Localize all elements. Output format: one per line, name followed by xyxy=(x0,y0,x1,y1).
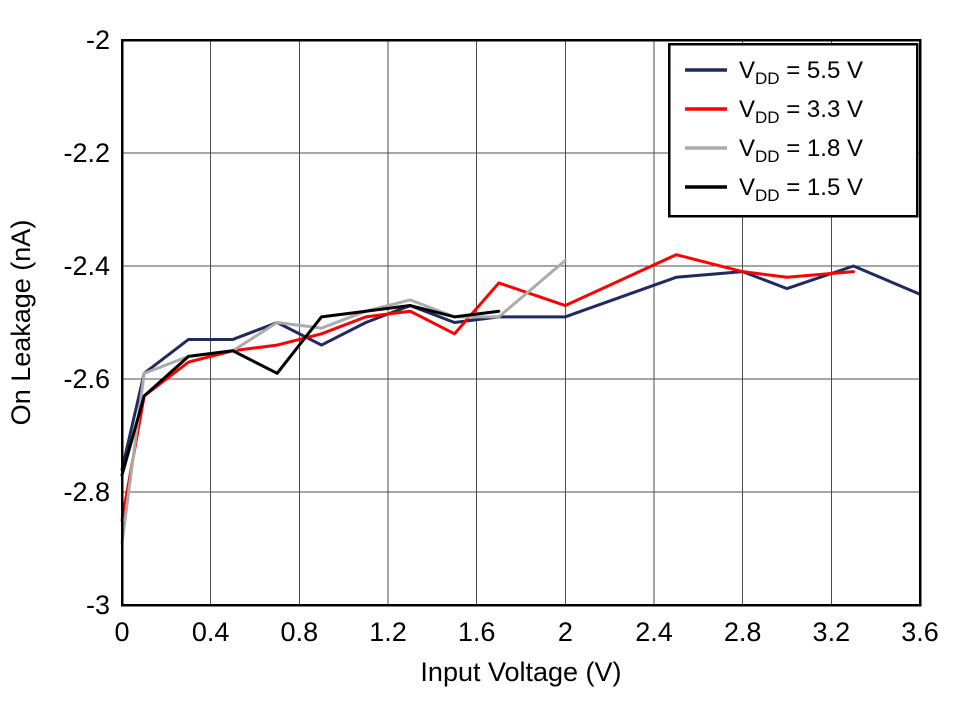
y-tick-label: -2.4 xyxy=(63,251,110,281)
x-tick-label: 2 xyxy=(558,617,573,647)
series-line-vdd-1.8-v xyxy=(120,258,567,545)
series-line-vdd-5.5-v xyxy=(120,264,922,471)
y-tick-label: -2.2 xyxy=(63,138,110,168)
series-line-vdd-1.5-v xyxy=(120,304,501,477)
x-tick-label: 0.4 xyxy=(192,617,230,647)
x-axis-title: Input Voltage (V) xyxy=(420,657,621,687)
legend-label: VDD = 1.8 V xyxy=(739,135,863,166)
y-axis-title: On Leakage (nA) xyxy=(6,220,36,426)
legend-label: VDD = 5.5 V xyxy=(739,57,863,88)
y-tick-label: -2.8 xyxy=(63,477,110,507)
x-tick-label: 1.6 xyxy=(458,617,496,647)
x-tick-label: 2.8 xyxy=(724,617,762,647)
y-tick-label: -3 xyxy=(86,590,110,620)
x-tick-label: 0.8 xyxy=(281,617,319,647)
x-tick-label: 0 xyxy=(114,617,129,647)
plot-border xyxy=(120,38,922,607)
y-tick-label: -2.6 xyxy=(63,364,110,394)
legend-label: VDD = 3.3 V xyxy=(739,96,863,127)
y-tick-label: -2 xyxy=(86,25,110,55)
series-line-vdd-3.3-v xyxy=(120,253,855,522)
x-tick-label: 3.6 xyxy=(901,617,939,647)
legend: VDD = 5.5 V VDD = 3.3 V VDD = 1.8 V VDD = 1… xyxy=(667,42,919,218)
x-tick-label: 3.2 xyxy=(813,617,851,647)
legend-label: VDD = 1.5 V xyxy=(739,174,863,205)
x-tick-label: 2.4 xyxy=(635,617,673,647)
x-tick-label: 1.2 xyxy=(369,617,407,647)
